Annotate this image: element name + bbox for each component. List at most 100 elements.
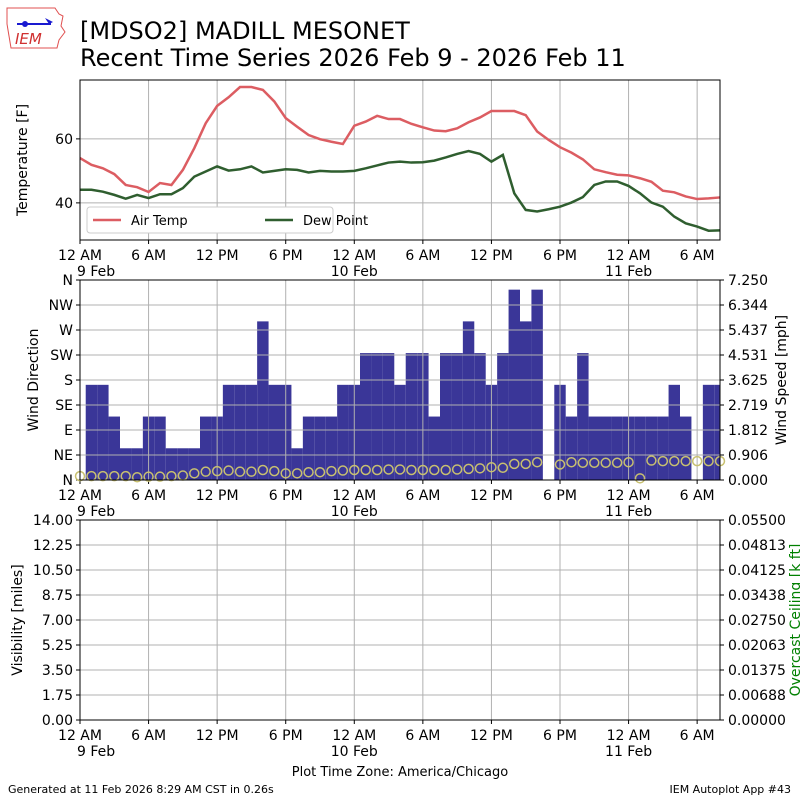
wind-direction-point: [600, 457, 611, 469]
wind-speed-bar: [177, 448, 189, 480]
wind-speed-bar: [154, 416, 166, 480]
x-tick-label: 6 AM: [680, 488, 715, 504]
wind-speed-bar: [462, 321, 475, 480]
plot-frame: [79, 79, 721, 241]
wind-direction-point: [269, 465, 280, 477]
wind-direction-point: [497, 462, 509, 474]
x-tick-label: 12 PM: [470, 488, 513, 504]
wind-direction-point: [394, 464, 406, 475]
y-tick-label: 12.25: [33, 538, 73, 554]
x-tick-label: 12 PM: [470, 248, 513, 264]
x-tick-label: 6 AM: [680, 248, 715, 264]
y2-tick-label: 6.344: [728, 298, 768, 314]
wind-direction-point: [451, 464, 463, 475]
x-tick-label: 6 PM: [543, 488, 577, 504]
wind-speed-bar: [268, 384, 280, 480]
y2-tick-label: 0.04125: [728, 563, 786, 579]
y2-tick-label: 4.531: [728, 348, 768, 364]
y2-tick-label: 0.05500: [728, 513, 786, 529]
plot-frame: [79, 279, 721, 481]
wind-speed-bar: [85, 384, 98, 480]
wind-speed-bar: [714, 384, 720, 480]
wind-direction-point: [166, 470, 177, 482]
wind-speed-bar: [645, 416, 658, 480]
wind-speed-bar: [577, 353, 589, 480]
y-tick-label: SW: [50, 348, 73, 364]
wind-speed-bar: [531, 289, 543, 480]
y2-tick-label: 0.04813: [728, 538, 786, 554]
wind-speed-bar: [600, 416, 612, 480]
x-tick-label: 12 PM: [470, 728, 513, 744]
timezone-label: Plot Time Zone: America/Chicago: [292, 765, 508, 780]
wind-direction-point: [326, 465, 337, 477]
y-tick-label: 5.25: [42, 638, 73, 654]
y2-tick-label: 2.719: [728, 398, 768, 414]
wind-direction-point: [246, 466, 257, 477]
x-tick-label: 12 AM: [58, 248, 102, 264]
x-tick-date: 11 Feb: [605, 264, 652, 280]
wind-direction-point: [291, 468, 303, 479]
wind-direction-point: [257, 464, 269, 476]
wind-speed-bar: [131, 448, 143, 480]
y-tick-label: N: [63, 473, 73, 489]
wind-direction-point: [154, 471, 166, 482]
wind-speed-bar: [302, 416, 315, 480]
x-tick-label: 6 AM: [131, 248, 166, 264]
y-tick-label: E: [64, 423, 73, 439]
x-tick-label: 12 AM: [607, 488, 651, 504]
y-tick-label: NE: [54, 448, 73, 464]
wind-direction-point: [97, 470, 109, 482]
wind-direction-point: [349, 464, 360, 476]
wind-direction-point: [360, 464, 371, 476]
wind-direction-point: [611, 457, 623, 469]
x-tick-label: 6 AM: [131, 728, 166, 744]
wind-direction-point: [646, 455, 657, 466]
wind-speed-bar: [337, 384, 349, 480]
x-tick-label: 6 PM: [269, 728, 303, 744]
y-tick-label: 10.50: [33, 563, 73, 579]
x-tick-label: 12 PM: [196, 488, 239, 504]
wind-direction-point: [223, 465, 234, 476]
x-tick-label: 12 PM: [196, 728, 239, 744]
wind-speed-bar: [702, 384, 715, 480]
y-axis-label: Visibility [miles]: [10, 564, 26, 675]
wind-direction-point: [383, 464, 394, 475]
wind-speed-bar: [394, 384, 406, 480]
wind-speed-bar: [108, 416, 120, 480]
x-tick-date: 11 Feb: [605, 504, 652, 520]
wind-speed-bar: [360, 353, 372, 480]
series-line-dew-point: [80, 149, 721, 232]
wind-direction-point: [657, 455, 669, 467]
wind-speed-bar: [405, 353, 418, 480]
wind-speed-bar: [565, 416, 578, 480]
y-tick-label: SE: [55, 398, 73, 414]
y-tick-label: 60: [55, 132, 73, 148]
wind-direction-point: [691, 455, 703, 467]
x-tick-label: 6 PM: [269, 488, 303, 504]
x-tick-label: 12 AM: [607, 728, 651, 744]
page-subtitle: Recent Time Series 2026 Feb 9 - 2026 Feb…: [80, 44, 626, 72]
page-title: [MDSO2] MADILL MESONET: [80, 17, 410, 45]
x-tick-label: 6 AM: [405, 248, 440, 264]
legend: Air Temp Dew Point: [86, 206, 368, 234]
wind-direction-point: [131, 471, 143, 483]
wind-speed-bar: [120, 448, 132, 480]
x-tick-label: 6 PM: [543, 248, 577, 264]
wind-direction-point: [200, 466, 211, 477]
wind-direction-point: [566, 456, 577, 468]
x-tick-date: 9 Feb: [77, 744, 115, 760]
wind-speed-bar: [668, 384, 680, 480]
wind-direction-point: [554, 459, 566, 470]
x-tick-label: 12 PM: [196, 248, 239, 264]
y-tick-label: 0.00: [42, 713, 73, 729]
wind-speed-bar: [371, 353, 383, 480]
x-tick-label: 12 AM: [58, 728, 102, 744]
wind-speed-bar: [680, 416, 692, 480]
wind-direction-point: [577, 457, 589, 469]
x-tick-label: 6 PM: [543, 728, 577, 744]
x-tick-label: 12 AM: [332, 488, 376, 504]
wind-speed-bar: [291, 448, 303, 480]
wind-speed-bar: [451, 353, 463, 480]
y2-tick-label: 7.250: [728, 273, 768, 289]
wind-direction-point: [86, 470, 97, 482]
